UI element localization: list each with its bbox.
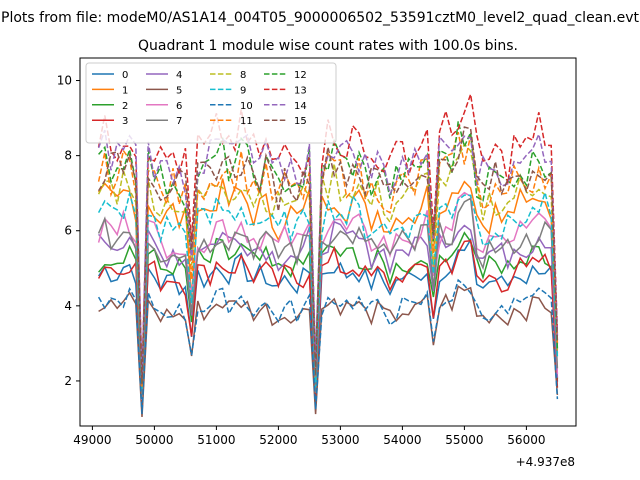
series-line-4 [98,220,559,396]
legend-label-11: 11 [240,116,253,127]
series-line-14 [97,129,559,380]
y-tick-label: 6 [64,224,72,238]
legend-label-12: 12 [294,70,307,81]
x-tick-label: 50000 [135,433,173,447]
y-axis: 2 4 6 8 10 [57,74,80,388]
series-line-0 [97,237,559,405]
legend-label-5: 5 [176,85,182,96]
x-tick-label: 51000 [197,433,235,447]
series-line-10 [97,278,559,415]
legend-label-8: 8 [240,70,246,81]
y-tick-label: 8 [64,149,72,163]
legend-label-13: 13 [294,85,307,96]
legend-label-7: 7 [176,116,182,127]
series-line-3 [97,239,559,407]
series-line-8 [97,142,559,382]
x-tick-label: 53000 [321,433,359,447]
legend-label-9: 9 [240,85,246,96]
series-line-9 [97,189,559,390]
x-axis: 49000 50000 51000 52000 53000 54000 55000 56000 [73,426,545,447]
plot-frame [79,57,577,427]
series-line-2 [98,231,559,404]
y-tick-label: 2 [64,374,72,388]
x-tick-label: 56000 [507,433,545,447]
legend-label-6: 6 [176,101,182,112]
series-line-11 [97,131,559,387]
series-line-6 [97,191,559,400]
chart-title: Quadrant 1 module wise count rates with … [138,38,518,54]
legend-label-3: 3 [122,116,128,127]
legend-label-0: 0 [122,70,128,81]
legend-label-1: 1 [122,85,128,96]
legend-label-15: 15 [294,116,307,127]
series-line-15 [97,126,559,385]
legend-label-4: 4 [176,70,182,81]
x-tick-label: 52000 [259,433,297,447]
y-tick-label: 4 [64,299,72,313]
series-line-12 [98,121,559,384]
legend-label-14: 14 [294,101,307,112]
legend-label-2: 2 [122,101,128,112]
x-offset-label: +4.937e8 [516,455,575,469]
y-tick-label: 10 [57,74,72,88]
x-tick-label: 55000 [445,433,483,447]
legend-box [85,62,337,144]
figure-suptitle: Plots from file: modeM0/AS1A14_004T05_90… [1,10,639,26]
x-tick-label: 49000 [73,433,111,447]
legend-label-10: 10 [240,101,253,112]
series-line-7 [97,197,559,400]
x-tick-label: 54000 [383,433,421,447]
series-line-5 [98,285,559,418]
series-lines [97,94,559,418]
